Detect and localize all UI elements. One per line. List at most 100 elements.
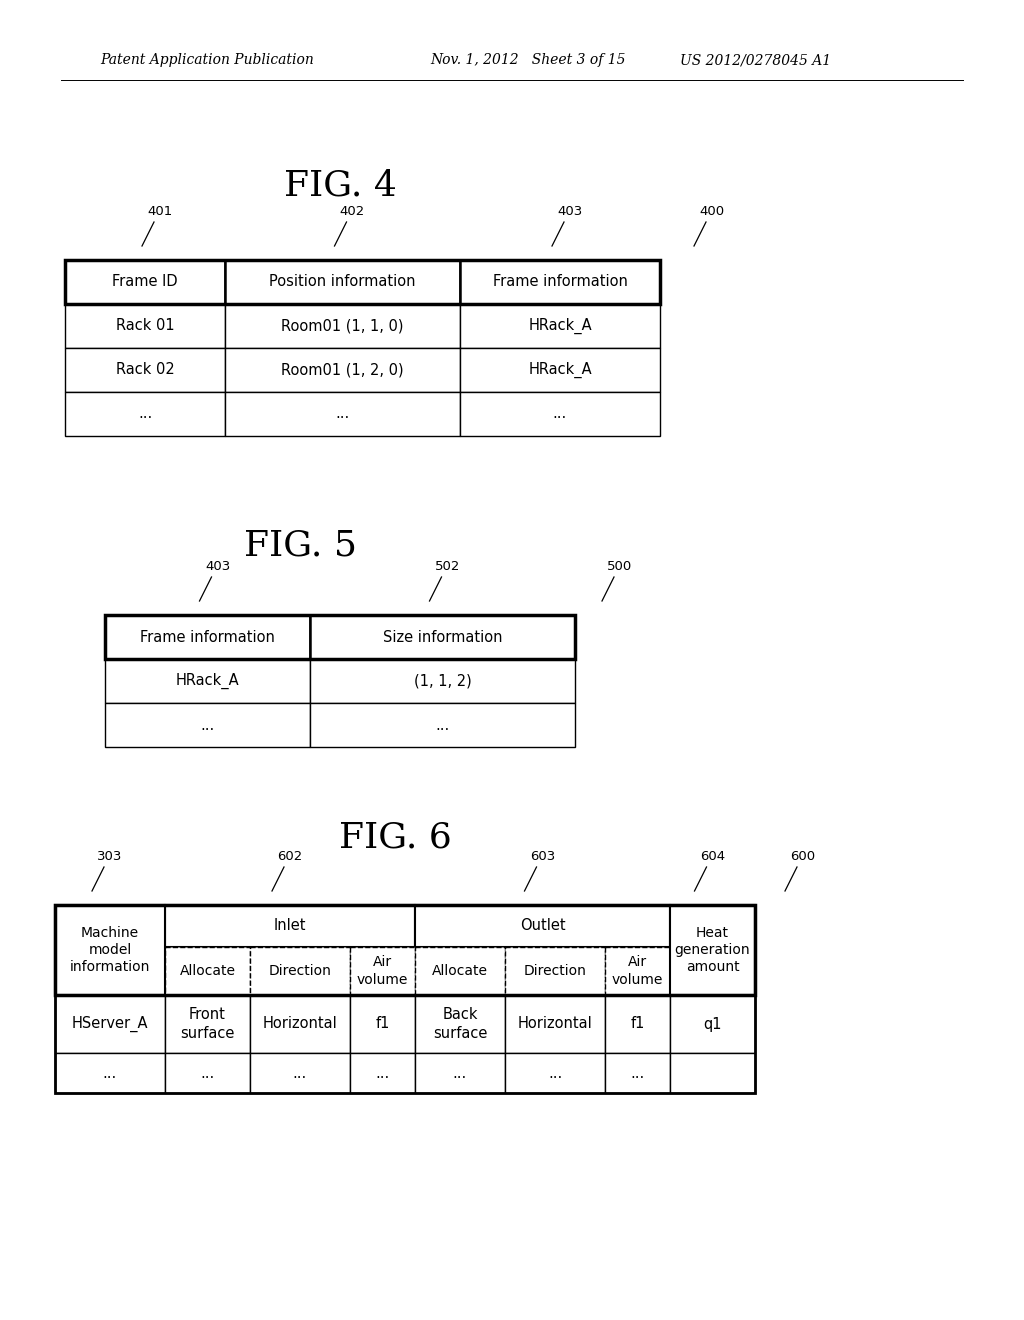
Bar — [165, 946, 250, 995]
Text: Allocate: Allocate — [432, 964, 488, 978]
Text: Frame information: Frame information — [493, 275, 628, 289]
Text: HRack_A: HRack_A — [528, 362, 592, 378]
Bar — [55, 906, 755, 995]
Text: Frame ID: Frame ID — [113, 275, 178, 289]
Text: Room01 (1, 2, 0): Room01 (1, 2, 0) — [282, 363, 403, 378]
Text: Air
volume: Air volume — [611, 956, 664, 986]
Bar — [670, 995, 755, 1053]
Text: ...: ... — [376, 1065, 389, 1081]
Bar — [505, 1053, 605, 1093]
Text: Machine
model
information: Machine model information — [70, 925, 151, 974]
Bar — [55, 906, 165, 995]
Text: Room01 (1, 1, 0): Room01 (1, 1, 0) — [282, 318, 403, 334]
Bar — [165, 906, 415, 946]
Text: 603: 603 — [529, 850, 555, 863]
Bar — [415, 1053, 505, 1093]
Bar — [105, 615, 575, 659]
Text: Size information: Size information — [383, 630, 502, 644]
Text: ...: ... — [453, 1065, 467, 1081]
Text: q1: q1 — [703, 1016, 722, 1031]
Bar — [105, 615, 310, 659]
Bar — [670, 1053, 755, 1093]
Text: Outlet: Outlet — [520, 919, 565, 933]
Bar — [460, 392, 660, 436]
Text: f1: f1 — [376, 1016, 390, 1031]
Text: ...: ... — [548, 1065, 562, 1081]
Text: 600: 600 — [791, 850, 815, 863]
Bar — [225, 304, 460, 348]
Text: ...: ... — [138, 407, 153, 421]
Text: Allocate: Allocate — [179, 964, 236, 978]
Bar — [165, 995, 250, 1053]
Bar — [225, 348, 460, 392]
Bar — [415, 946, 505, 995]
Bar — [460, 304, 660, 348]
Text: Horizontal: Horizontal — [262, 1016, 337, 1031]
Bar — [605, 1053, 670, 1093]
Bar — [65, 392, 225, 436]
Text: 401: 401 — [147, 205, 173, 218]
Bar — [670, 906, 755, 995]
Bar — [65, 348, 225, 392]
Text: Back
surface: Back surface — [433, 1007, 487, 1040]
Bar — [55, 906, 755, 1093]
Bar — [250, 946, 350, 995]
Bar — [250, 1053, 350, 1093]
Text: Position information: Position information — [269, 275, 416, 289]
Bar — [225, 392, 460, 436]
Bar — [310, 704, 575, 747]
Text: ...: ... — [201, 718, 215, 733]
Text: Rack 01: Rack 01 — [116, 318, 174, 334]
Bar — [505, 946, 605, 995]
Text: FIG. 6: FIG. 6 — [339, 821, 452, 855]
Bar — [415, 995, 505, 1053]
Bar — [415, 906, 670, 946]
Bar — [460, 260, 660, 304]
Text: Heat
generation
amount: Heat generation amount — [675, 925, 751, 974]
Bar — [310, 659, 575, 704]
Text: FIG. 4: FIG. 4 — [284, 168, 396, 202]
Text: 403: 403 — [205, 560, 230, 573]
Text: 604: 604 — [700, 850, 725, 863]
Bar — [165, 1053, 250, 1093]
Text: 502: 502 — [435, 560, 460, 573]
Bar — [605, 946, 670, 995]
Text: ...: ... — [553, 407, 567, 421]
Bar — [225, 260, 460, 304]
Text: 403: 403 — [557, 205, 583, 218]
Text: HRack_A: HRack_A — [528, 318, 592, 334]
Text: ...: ... — [293, 1065, 307, 1081]
Text: (1, 1, 2): (1, 1, 2) — [414, 673, 471, 689]
Bar — [65, 260, 660, 304]
Bar — [65, 304, 225, 348]
Text: ...: ... — [336, 407, 349, 421]
Text: Rack 02: Rack 02 — [116, 363, 174, 378]
Text: HServer_A: HServer_A — [72, 1016, 148, 1032]
Text: US 2012/0278045 A1: US 2012/0278045 A1 — [680, 53, 831, 67]
Text: ...: ... — [201, 1065, 215, 1081]
Text: 400: 400 — [699, 205, 725, 218]
Bar — [605, 995, 670, 1053]
Bar — [310, 615, 575, 659]
Text: HRack_A: HRack_A — [176, 673, 240, 689]
Bar — [350, 995, 415, 1053]
Text: Patent Application Publication: Patent Application Publication — [100, 53, 313, 67]
Bar — [105, 659, 310, 704]
Text: f1: f1 — [631, 1016, 645, 1031]
Bar — [55, 995, 165, 1053]
Text: 602: 602 — [278, 850, 303, 863]
Text: Front
surface: Front surface — [180, 1007, 234, 1040]
Text: Direction: Direction — [268, 964, 332, 978]
Bar — [250, 995, 350, 1053]
Text: 303: 303 — [97, 850, 123, 863]
Text: ...: ... — [435, 718, 450, 733]
Text: Nov. 1, 2012   Sheet 3 of 15: Nov. 1, 2012 Sheet 3 of 15 — [430, 53, 626, 67]
Text: FIG. 5: FIG. 5 — [244, 528, 356, 562]
Bar — [505, 995, 605, 1053]
Bar — [460, 348, 660, 392]
Bar — [105, 704, 310, 747]
Text: 500: 500 — [607, 560, 633, 573]
Text: Horizontal: Horizontal — [517, 1016, 592, 1031]
Text: Direction: Direction — [523, 964, 587, 978]
Bar — [65, 260, 225, 304]
